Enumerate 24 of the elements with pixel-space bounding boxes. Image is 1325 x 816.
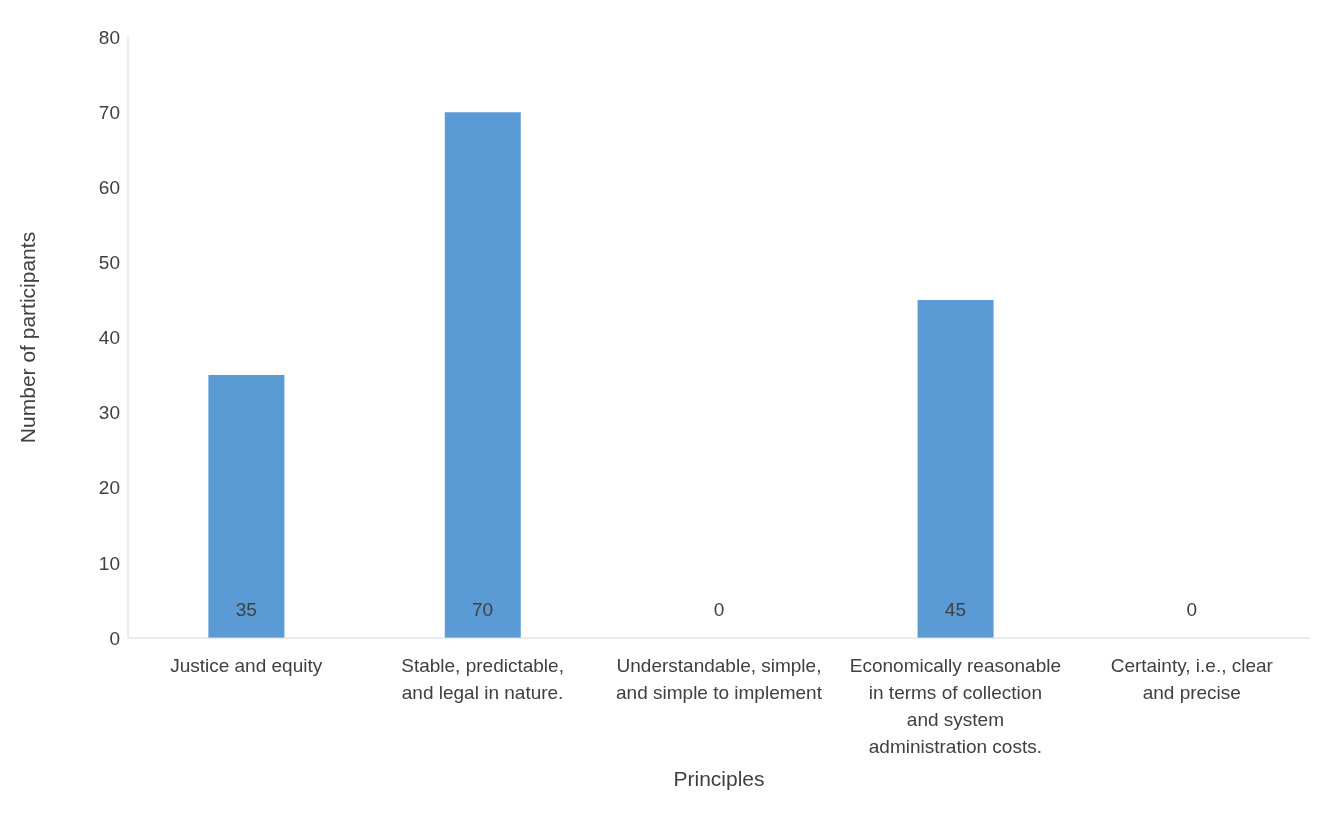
y-tick-label: 80 [98,26,120,48]
data-label: 0 [713,599,725,620]
x-tick-label: Economically reasonable in terms of collection and system administration costs. [849,655,1062,757]
y-tick-label: 50 [98,252,120,274]
bar [444,112,521,638]
bar [917,299,994,638]
y-tick-label: 70 [98,101,120,123]
bar [208,375,285,638]
y-axis-title: Number of participants [16,231,40,444]
y-tick-label: 20 [98,477,120,499]
data-label: 45 [944,599,966,620]
y-tick-label: 40 [98,327,120,349]
y-tick-label: 0 [109,627,120,649]
x-tick-label: Understandable, simple, and simple to implement [616,655,823,703]
y-tick-label: 30 [98,402,120,424]
x-axis-title: Principles [673,767,765,790]
data-label: 0 [1186,599,1198,620]
y-tick-label: 10 [98,552,120,574]
x-tick-label: Certainty, i.e., clear and precise [1110,655,1274,703]
x-tick-label: Stable, predictable, and legal in nature. [401,655,564,703]
data-label: 70 [472,599,494,620]
data-label: 35 [235,599,257,620]
y-tick-label: 60 [98,176,120,198]
x-tick-label: Justice and equity [170,655,323,676]
